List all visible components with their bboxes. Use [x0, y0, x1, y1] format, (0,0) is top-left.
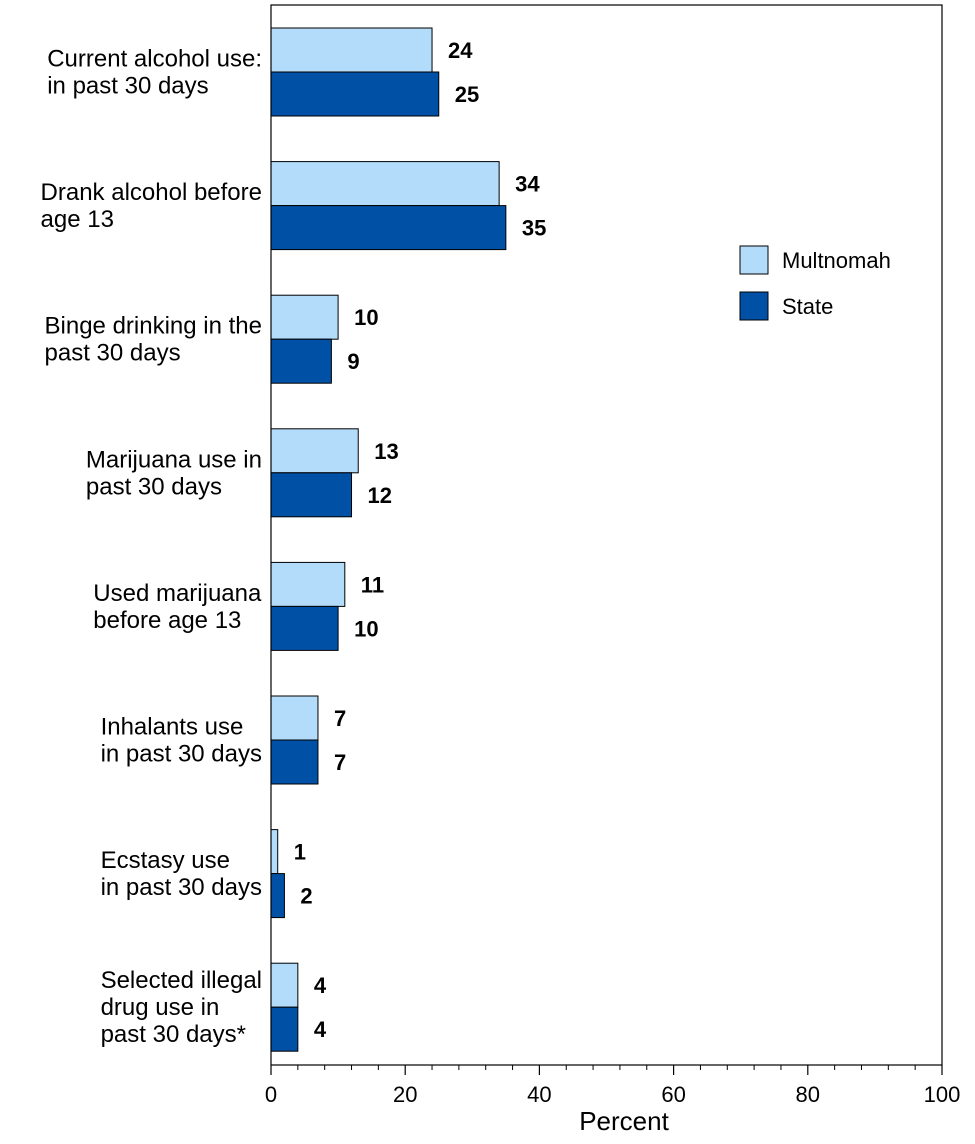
value-label: 9 — [347, 349, 359, 374]
plot-frame — [270, 4, 943, 1066]
category-label-line: Selected illegal — [101, 967, 262, 994]
x-tick-label: 40 — [527, 1082, 551, 1107]
legend-label: State — [782, 294, 833, 319]
value-label: 4 — [314, 1017, 327, 1042]
category-label-line: before age 13 — [93, 607, 241, 634]
legend-label: Multnomah — [782, 248, 891, 273]
category-label-line: in past 30 days — [101, 874, 262, 901]
category-label-line: Inhalants use — [101, 714, 244, 741]
value-label: 4 — [314, 973, 327, 998]
category-label-line: in past 30 days — [47, 73, 208, 100]
bar-multnomah — [270, 695, 319, 741]
legend: Multnomah State — [739, 245, 891, 321]
bar-state — [270, 338, 332, 384]
bar-multnomah — [270, 27, 433, 73]
legend-swatch — [739, 291, 769, 321]
bar-state — [270, 71, 440, 117]
category-label: Drank alcohol before age 13 — [41, 179, 262, 233]
value-label: 24 — [448, 38, 473, 63]
value-label: 2 — [300, 884, 312, 909]
category-label-line: drug use in — [101, 994, 220, 1021]
value-label: 13 — [374, 439, 398, 464]
value-label: 35 — [522, 216, 546, 241]
category-label-line: Drank alcohol before — [41, 179, 262, 206]
legend-swatch — [739, 245, 769, 275]
category-label-line: Ecstasy use — [101, 847, 230, 874]
bar-multnomah — [270, 428, 359, 474]
category-labels-group: Current alcohol use: in past 30 daysDrank… — [41, 46, 262, 1049]
x-tick-label: 20 — [393, 1082, 417, 1107]
bar-state — [270, 205, 507, 251]
category-label-line: past 30 days — [86, 473, 222, 500]
x-tick-label: 100 — [924, 1082, 961, 1107]
bar-state — [270, 605, 339, 651]
category-label-line: past 30 days — [45, 340, 181, 367]
category-label: Marijuana use in past 30 days — [86, 446, 262, 500]
category-label: Inhalants use in past 30 days — [101, 714, 262, 768]
bar-multnomah — [270, 829, 279, 875]
x-tick-label: 60 — [661, 1082, 685, 1107]
category-label-line: age 13 — [41, 206, 114, 233]
value-label: 10 — [354, 305, 378, 330]
value-label: 11 — [361, 572, 384, 597]
x-tick-label: 80 — [796, 1082, 820, 1107]
value-label: 10 — [354, 616, 378, 641]
bar-state — [270, 472, 353, 518]
category-label: Selected illegal drug use in past 30 days* — [101, 967, 262, 1048]
category-label-line: Binge drinking in the — [45, 313, 262, 340]
bar-state — [270, 873, 285, 919]
bar-multnomah — [270, 962, 299, 1008]
value-label: 7 — [334, 706, 346, 731]
x-axis-title: Percent — [579, 1106, 669, 1136]
value-label: 7 — [334, 750, 346, 775]
category-label-line: Used marijuana — [93, 580, 262, 607]
category-label-line: past 30 days* — [101, 1021, 246, 1048]
value-label: 12 — [368, 483, 392, 508]
value-label: 34 — [515, 172, 540, 197]
category-label: Ecstasy use in past 30 days — [101, 847, 262, 901]
value-label: 1 — [294, 840, 306, 865]
category-label-line: in past 30 days — [101, 741, 262, 768]
x-tick-label: 0 — [265, 1082, 277, 1107]
bar-multnomah — [270, 294, 339, 340]
category-label-line: Marijuana use in — [86, 446, 262, 473]
category-label: Current alcohol use: in past 30 days — [47, 46, 262, 100]
axes-group: 0 20 40 60 80 100 — [265, 4, 961, 1107]
category-label: Used marijuana before age 13 — [93, 580, 262, 634]
category-label-line: Current alcohol use: — [47, 46, 262, 73]
bar-multnomah — [270, 561, 346, 607]
bar-multnomah — [270, 161, 500, 207]
bar-state — [270, 739, 319, 785]
bar-state — [270, 1006, 299, 1052]
bars-group — [270, 27, 507, 1052]
value-label: 25 — [455, 82, 479, 107]
category-label: Binge drinking in the past 30 days — [45, 313, 262, 367]
